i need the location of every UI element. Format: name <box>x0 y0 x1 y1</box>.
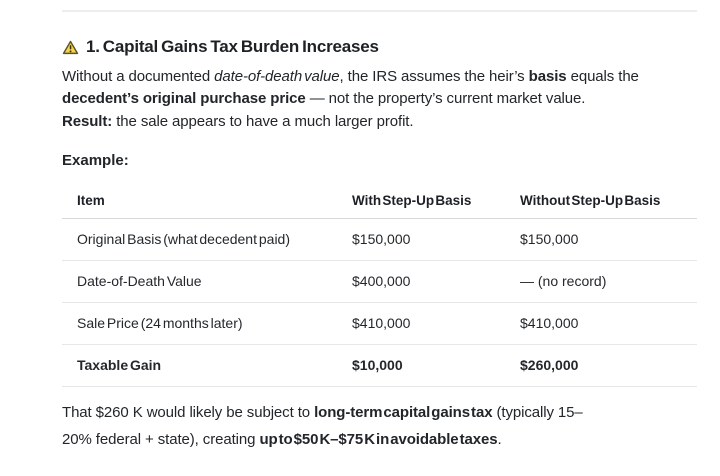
cell-without-basis: $410,000 <box>520 302 697 346</box>
conclusion-text: 20% federal + state), creating <box>62 431 260 449</box>
top-divider <box>62 10 697 12</box>
intro-text: Without a documented <box>62 68 215 85</box>
column-header-item: Item <box>62 187 352 220</box>
intro-paragraph: Without a documented date-of-death value… <box>62 66 697 133</box>
intro-text: , the IRS assumes the heir’s <box>339 68 529 85</box>
cell-with-basis: $150,000 <box>352 218 520 262</box>
intro-text: — not the property’s current market valu… <box>305 90 586 108</box>
cell-without-basis: — (no record) <box>520 260 697 304</box>
intro-text-bold: basis <box>528 68 567 85</box>
cell-item: Original Basis (what decedent paid) <box>62 218 352 262</box>
document-content: 1. Capital Gains Tax Burden Increases Wi… <box>62 10 697 453</box>
warning-icon <box>62 40 79 55</box>
cell-without-basis: $150,000 <box>520 218 697 262</box>
conclusion-text: That $260 K would likely be subject to <box>62 404 315 422</box>
intro-text: the sale appears to have a much larger p… <box>112 112 414 130</box>
intro-text-italic: date-of-death value <box>214 68 340 85</box>
cell-with-basis: $10,000 <box>352 344 520 388</box>
table-row: Original Basis (what decedent paid) $150… <box>62 218 697 262</box>
conclusion-text: (typically 15– <box>492 404 583 422</box>
intro-text-bold: decedent’s original purchase price <box>62 90 306 108</box>
conclusion-text: . <box>497 431 502 449</box>
cell-without-basis: $260,000 <box>520 344 697 388</box>
conclusion-text-bold: up to $50 K–$75 K in avoidable taxes <box>259 431 498 449</box>
example-label: Example: <box>62 152 129 170</box>
comparison-table: Item With Step-Up Basis Without Step-Up … <box>62 187 697 388</box>
table-row: Sale Price (24 months later) $410,000 $4… <box>62 302 697 346</box>
cell-item: Taxable Gain <box>62 344 352 388</box>
cell-with-basis: $400,000 <box>352 260 520 304</box>
section-heading-text: 1. Capital Gains Tax Burden Increases <box>86 37 379 56</box>
column-header-without-stepup: Without Step-Up Basis <box>520 187 697 220</box>
section-heading: 1. Capital Gains Tax Burden Increases <box>62 37 697 57</box>
intro-text: equals the <box>566 68 639 85</box>
table-row: Date-of-Death Value $400,000 — (no recor… <box>62 260 697 304</box>
cell-with-basis: $410,000 <box>352 302 520 346</box>
cell-item: Date-of-Death Value <box>62 260 352 304</box>
column-header-with-stepup: With Step-Up Basis <box>352 187 520 220</box>
intro-text-bold: Result: <box>62 112 113 130</box>
table-row-taxable-gain: Taxable Gain $10,000 $260,000 <box>62 344 697 388</box>
conclusion-paragraph: That $260 K would likely be subject to l… <box>62 399 697 453</box>
conclusion-text-bold: long-term capital gains tax <box>314 404 493 422</box>
table-header-row: Item With Step-Up Basis Without Step-Up … <box>62 187 697 220</box>
cell-item: Sale Price (24 months later) <box>62 302 352 346</box>
